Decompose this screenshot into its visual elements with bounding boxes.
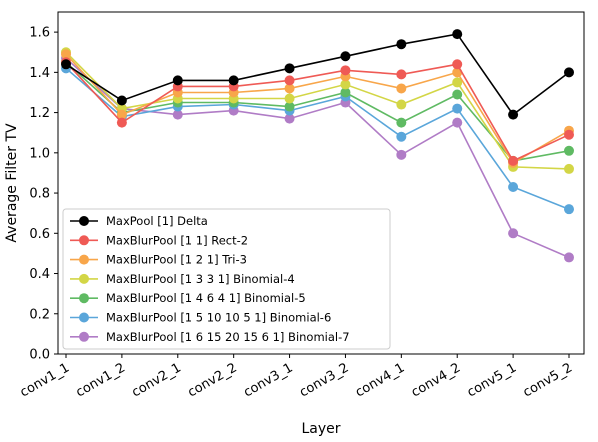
- data-point: [228, 75, 239, 86]
- data-point: [172, 109, 183, 120]
- legend-item: MaxBlurPool [1 3 3 1] Binomial-4: [70, 272, 295, 286]
- data-point: [564, 252, 574, 263]
- y-tick-label: 0.2: [29, 307, 50, 322]
- y-axis: 0.0 0.2 0.4 0.6 0.8 1.0 1.2 1.4 1.6: [29, 26, 58, 363]
- data-point: [284, 93, 295, 104]
- series: [61, 63, 574, 215]
- data-point: [452, 89, 463, 100]
- data-point: [340, 87, 351, 98]
- legend-label: MaxBlurPool [1 4 6 4 1] Binomial-5: [106, 291, 306, 305]
- data-point: [452, 59, 463, 70]
- x-tick-label: conv1_1: [18, 360, 72, 400]
- x-tick-label: conv1_2: [74, 360, 128, 400]
- data-point: [284, 63, 295, 74]
- x-tick-label: conv2_1: [129, 360, 183, 400]
- data-point: [508, 228, 519, 239]
- series: [61, 29, 574, 120]
- data-point: [452, 77, 463, 88]
- data-point: [396, 99, 407, 110]
- data-point: [396, 131, 407, 142]
- y-axis-title: Average Filter TV: [4, 123, 20, 243]
- y-tick-label: 0.4: [29, 267, 50, 282]
- legend-marker: [79, 216, 89, 226]
- legend-label: MaxBlurPool [1 1] Rect-2: [106, 233, 248, 247]
- series: [61, 49, 574, 168]
- y-tick-label: 0.6: [29, 227, 50, 242]
- data-point: [564, 163, 574, 174]
- legend-label: MaxBlurPool [1 6 15 20 15 6 1] Binomial-…: [106, 330, 350, 344]
- data-point: [564, 145, 574, 156]
- legend-box: [62, 208, 391, 350]
- data-point: [564, 129, 574, 140]
- y-tick-label: 1.0: [29, 146, 50, 161]
- y-tick-label: 1.6: [29, 26, 50, 41]
- data-point: [396, 69, 407, 80]
- data-point: [396, 149, 407, 160]
- data-point: [340, 79, 351, 90]
- legend-label: MaxBlurPool [1 5 10 10 5 1] Binomial-6: [106, 311, 331, 325]
- legend-item: MaxBlurPool [1 2 1] Tri-3: [70, 253, 247, 267]
- data-point: [284, 113, 295, 124]
- data-point: [452, 29, 463, 40]
- y-tick-label: 1.4: [29, 66, 50, 81]
- data-point: [564, 204, 574, 215]
- data-point: [116, 117, 127, 128]
- data-point: [284, 83, 295, 94]
- legend-label: MaxBlurPool [1 2 1] Tri-3: [106, 253, 247, 267]
- legend-item: MaxBlurPool [1 6 15 20 15 6 1] Binomial-…: [70, 330, 350, 344]
- series-line: [65, 33, 570, 116]
- series-line: [65, 67, 570, 210]
- legend-marker: [79, 235, 89, 246]
- series-line: [65, 61, 570, 162]
- data-point: [396, 117, 407, 128]
- data-point: [452, 117, 463, 128]
- data-point: [172, 75, 183, 86]
- legend-item: MaxPool [1] Delta: [70, 214, 208, 228]
- legend: MaxPool [1] Delta MaxBlurPool [1 1] Rect-…: [62, 208, 391, 350]
- x-tick-label: conv3_2: [297, 360, 351, 400]
- x-tick-label: conv4_2: [409, 360, 463, 400]
- data-point: [284, 101, 295, 112]
- data-point: [340, 65, 351, 76]
- data-point: [61, 59, 71, 70]
- data-point: [116, 109, 127, 120]
- legend-marker: [79, 312, 89, 323]
- data-point: [116, 95, 127, 106]
- legend-marker: [79, 331, 89, 342]
- legend-marker: [79, 273, 89, 284]
- data-point: [396, 83, 407, 94]
- data-point: [508, 155, 519, 166]
- x-tick-label: conv2_2: [185, 360, 239, 400]
- y-tick-label: 1.2: [29, 106, 50, 121]
- legend-marker: [79, 293, 89, 304]
- legend-label: MaxPool [1] Delta: [106, 214, 208, 228]
- x-tick-label: conv5_1: [465, 360, 519, 400]
- data-point: [508, 109, 519, 120]
- data-point: [396, 39, 407, 50]
- data-point: [340, 51, 351, 62]
- x-tick-label: conv4_1: [353, 360, 407, 400]
- y-tick-label: 0.0: [29, 348, 50, 363]
- series-line: [65, 61, 570, 162]
- legend-marker: [79, 254, 89, 265]
- series: [61, 57, 574, 166]
- x-axis-title: Layer: [301, 421, 340, 437]
- legend-item: MaxBlurPool [1 5 10 10 5 1] Binomial-6: [70, 311, 331, 325]
- data-point: [61, 49, 71, 60]
- data-point: [452, 103, 463, 114]
- plot-frame: [57, 11, 585, 355]
- x-tick-label: conv3_1: [241, 360, 295, 400]
- x-axis: conv1_1 conv1_2 conv2_1 conv2_2 conv3_1 conv3…: [18, 354, 575, 401]
- series-layer: [61, 29, 574, 263]
- legend-label: MaxBlurPool [1 3 3 1] Binomial-4: [106, 272, 295, 286]
- data-point: [284, 75, 295, 86]
- data-point: [564, 67, 574, 78]
- x-tick-label: conv5_2: [521, 360, 575, 400]
- legend-item: MaxBlurPool [1 1] Rect-2: [70, 233, 248, 247]
- y-tick-label: 0.8: [29, 187, 50, 202]
- data-point: [508, 182, 519, 193]
- legend-item: MaxBlurPool [1 4 6 4 1] Binomial-5: [70, 291, 306, 305]
